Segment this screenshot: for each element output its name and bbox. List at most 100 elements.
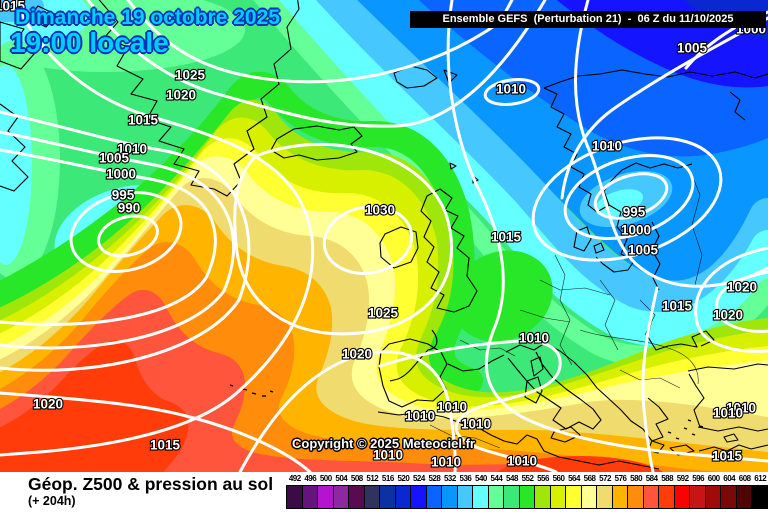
pressure-value-label: 1010 bbox=[431, 455, 461, 470]
scale-value: 528 bbox=[428, 474, 441, 483]
scale-color-cell bbox=[456, 485, 474, 509]
scale-value: 600 bbox=[707, 474, 720, 483]
time-label: 19:00 locale bbox=[10, 27, 169, 58]
scale-color-cell bbox=[751, 485, 768, 509]
scale-value: 580 bbox=[630, 474, 643, 483]
pressure-value-label: 1015 bbox=[491, 230, 522, 245]
scale-value: 556 bbox=[537, 474, 549, 483]
pressure-value-label: 1010 bbox=[117, 142, 147, 157]
pressure-value-label: 1010 bbox=[592, 139, 622, 154]
pressure-value-label: 1015 bbox=[128, 113, 159, 128]
scale-value: 548 bbox=[506, 474, 518, 483]
color-scale-values: 492 496 500 504 508 512 516 520 524 528 532 536 540 5… bbox=[287, 474, 768, 483]
scale-value: 516 bbox=[381, 474, 394, 483]
pressure-value-label: 1025 bbox=[175, 68, 206, 83]
pressure-value-label: 1030 bbox=[365, 203, 395, 218]
pressure-value-label: 1010 bbox=[373, 448, 403, 463]
forecast-lead-time: (+ 204h) bbox=[28, 494, 76, 508]
scale-value: 568 bbox=[583, 474, 596, 483]
scale-value: 596 bbox=[692, 474, 705, 483]
pressure-value-label: 1000 bbox=[106, 167, 136, 182]
scale-color-cell bbox=[503, 485, 520, 509]
pressure-value-label: 1015 bbox=[0, 0, 26, 14]
pressure-value-label: 1015 bbox=[150, 438, 181, 453]
scale-color-cell bbox=[565, 485, 582, 509]
scale-color-cell bbox=[425, 485, 443, 509]
scale-color-cell bbox=[704, 485, 722, 509]
scale-color-cell bbox=[317, 485, 334, 509]
z500-pressure-map: 1015102510201015101010051000995990103010… bbox=[0, 0, 768, 472]
scale-color-cell bbox=[534, 485, 551, 509]
date-label: Dimanche 19 octobre 2025 bbox=[15, 6, 280, 29]
scale-color-cell bbox=[689, 485, 706, 509]
azores-islands bbox=[229, 384, 274, 397]
scale-color-cell bbox=[611, 485, 629, 509]
scale-value: 524 bbox=[412, 474, 425, 483]
scale-color-cell bbox=[348, 485, 365, 509]
scale-value: 564 bbox=[568, 474, 580, 483]
scale-value: 612 bbox=[754, 474, 767, 483]
aegean-islands bbox=[667, 419, 704, 440]
scale-color-cell bbox=[301, 485, 319, 509]
scale-value: 504 bbox=[335, 474, 348, 483]
pressure-value-label: 1010 bbox=[713, 406, 743, 421]
scale-value: 584 bbox=[645, 474, 658, 483]
scale-color-cell bbox=[332, 485, 350, 509]
scale-color-cell bbox=[394, 485, 412, 509]
scale-color-cell bbox=[363, 485, 381, 509]
pressure-value-label: 1010 bbox=[519, 331, 549, 346]
pressure-value-label: 1005 bbox=[628, 243, 659, 258]
scale-color-cell bbox=[487, 485, 505, 509]
scale-value: 544 bbox=[490, 474, 503, 483]
scale-value: 572 bbox=[599, 474, 611, 483]
scale-color-cell bbox=[642, 485, 660, 509]
pressure-value-label: 990 bbox=[118, 201, 141, 216]
scale-color-cell bbox=[549, 485, 567, 509]
pressure-value-label: 995 bbox=[112, 188, 135, 203]
scale-value: 496 bbox=[304, 474, 317, 483]
scale-value: 508 bbox=[350, 474, 363, 483]
pressure-value-label: 1005 bbox=[99, 151, 130, 166]
scale-value: 512 bbox=[366, 474, 379, 483]
pressure-value-label: 1010 bbox=[405, 409, 435, 424]
pressure-value-label: 1015 bbox=[712, 449, 743, 464]
scale-color-cell bbox=[580, 485, 598, 509]
scale-color-cell bbox=[658, 485, 675, 509]
pressure-value-label: 1010 bbox=[726, 401, 756, 416]
pressure-value-label: 1020 bbox=[727, 280, 757, 295]
pressure-value-label: 1010 bbox=[461, 417, 491, 432]
scale-value: 492 bbox=[288, 474, 301, 483]
scale-value: 604 bbox=[723, 474, 736, 483]
scale-value: 560 bbox=[552, 474, 565, 483]
scale-color-cell bbox=[379, 485, 396, 509]
pressure-value-label: 995 bbox=[623, 205, 646, 220]
map-parameter-title: Géop. Z500 & pression au sol bbox=[28, 474, 274, 494]
scale-color-cell bbox=[596, 485, 613, 509]
pressure-value-label: 1010 bbox=[437, 400, 467, 415]
scale-color-cell bbox=[441, 485, 458, 509]
scale-value: 608 bbox=[738, 474, 751, 483]
scale-color-cell bbox=[472, 485, 489, 509]
scale-value: 540 bbox=[475, 474, 487, 483]
coastlines bbox=[0, 0, 768, 470]
legend-footer: Géop. Z500 & pression au sol (+ 204h) 49… bbox=[0, 472, 768, 512]
pressure-value-label: 1015 bbox=[662, 299, 693, 314]
weather-map: 1015102510201015101010051000995990103010… bbox=[0, 0, 768, 472]
scale-color-cell bbox=[286, 485, 303, 509]
scale-color-cell bbox=[410, 485, 427, 509]
scale-color-cell bbox=[735, 485, 753, 509]
color-scale-bar bbox=[286, 485, 768, 509]
scale-value: 592 bbox=[676, 474, 689, 483]
pressure-value-label: 1025 bbox=[368, 306, 399, 321]
pressure-value-label: 1020 bbox=[342, 347, 372, 362]
copyright-label: Copyright © 2025 Meteociel.fr bbox=[292, 436, 475, 451]
pressure-value-label: 1010 bbox=[507, 454, 537, 469]
pressure-value-label: 1020 bbox=[713, 308, 743, 323]
scale-color-cell bbox=[518, 485, 536, 509]
pressure-value-label: 1020 bbox=[166, 88, 196, 103]
pressure-value-label: 1000 bbox=[621, 223, 651, 238]
scale-value: 588 bbox=[661, 474, 674, 483]
scale-value: 532 bbox=[443, 474, 456, 483]
scale-value: 552 bbox=[521, 474, 534, 483]
